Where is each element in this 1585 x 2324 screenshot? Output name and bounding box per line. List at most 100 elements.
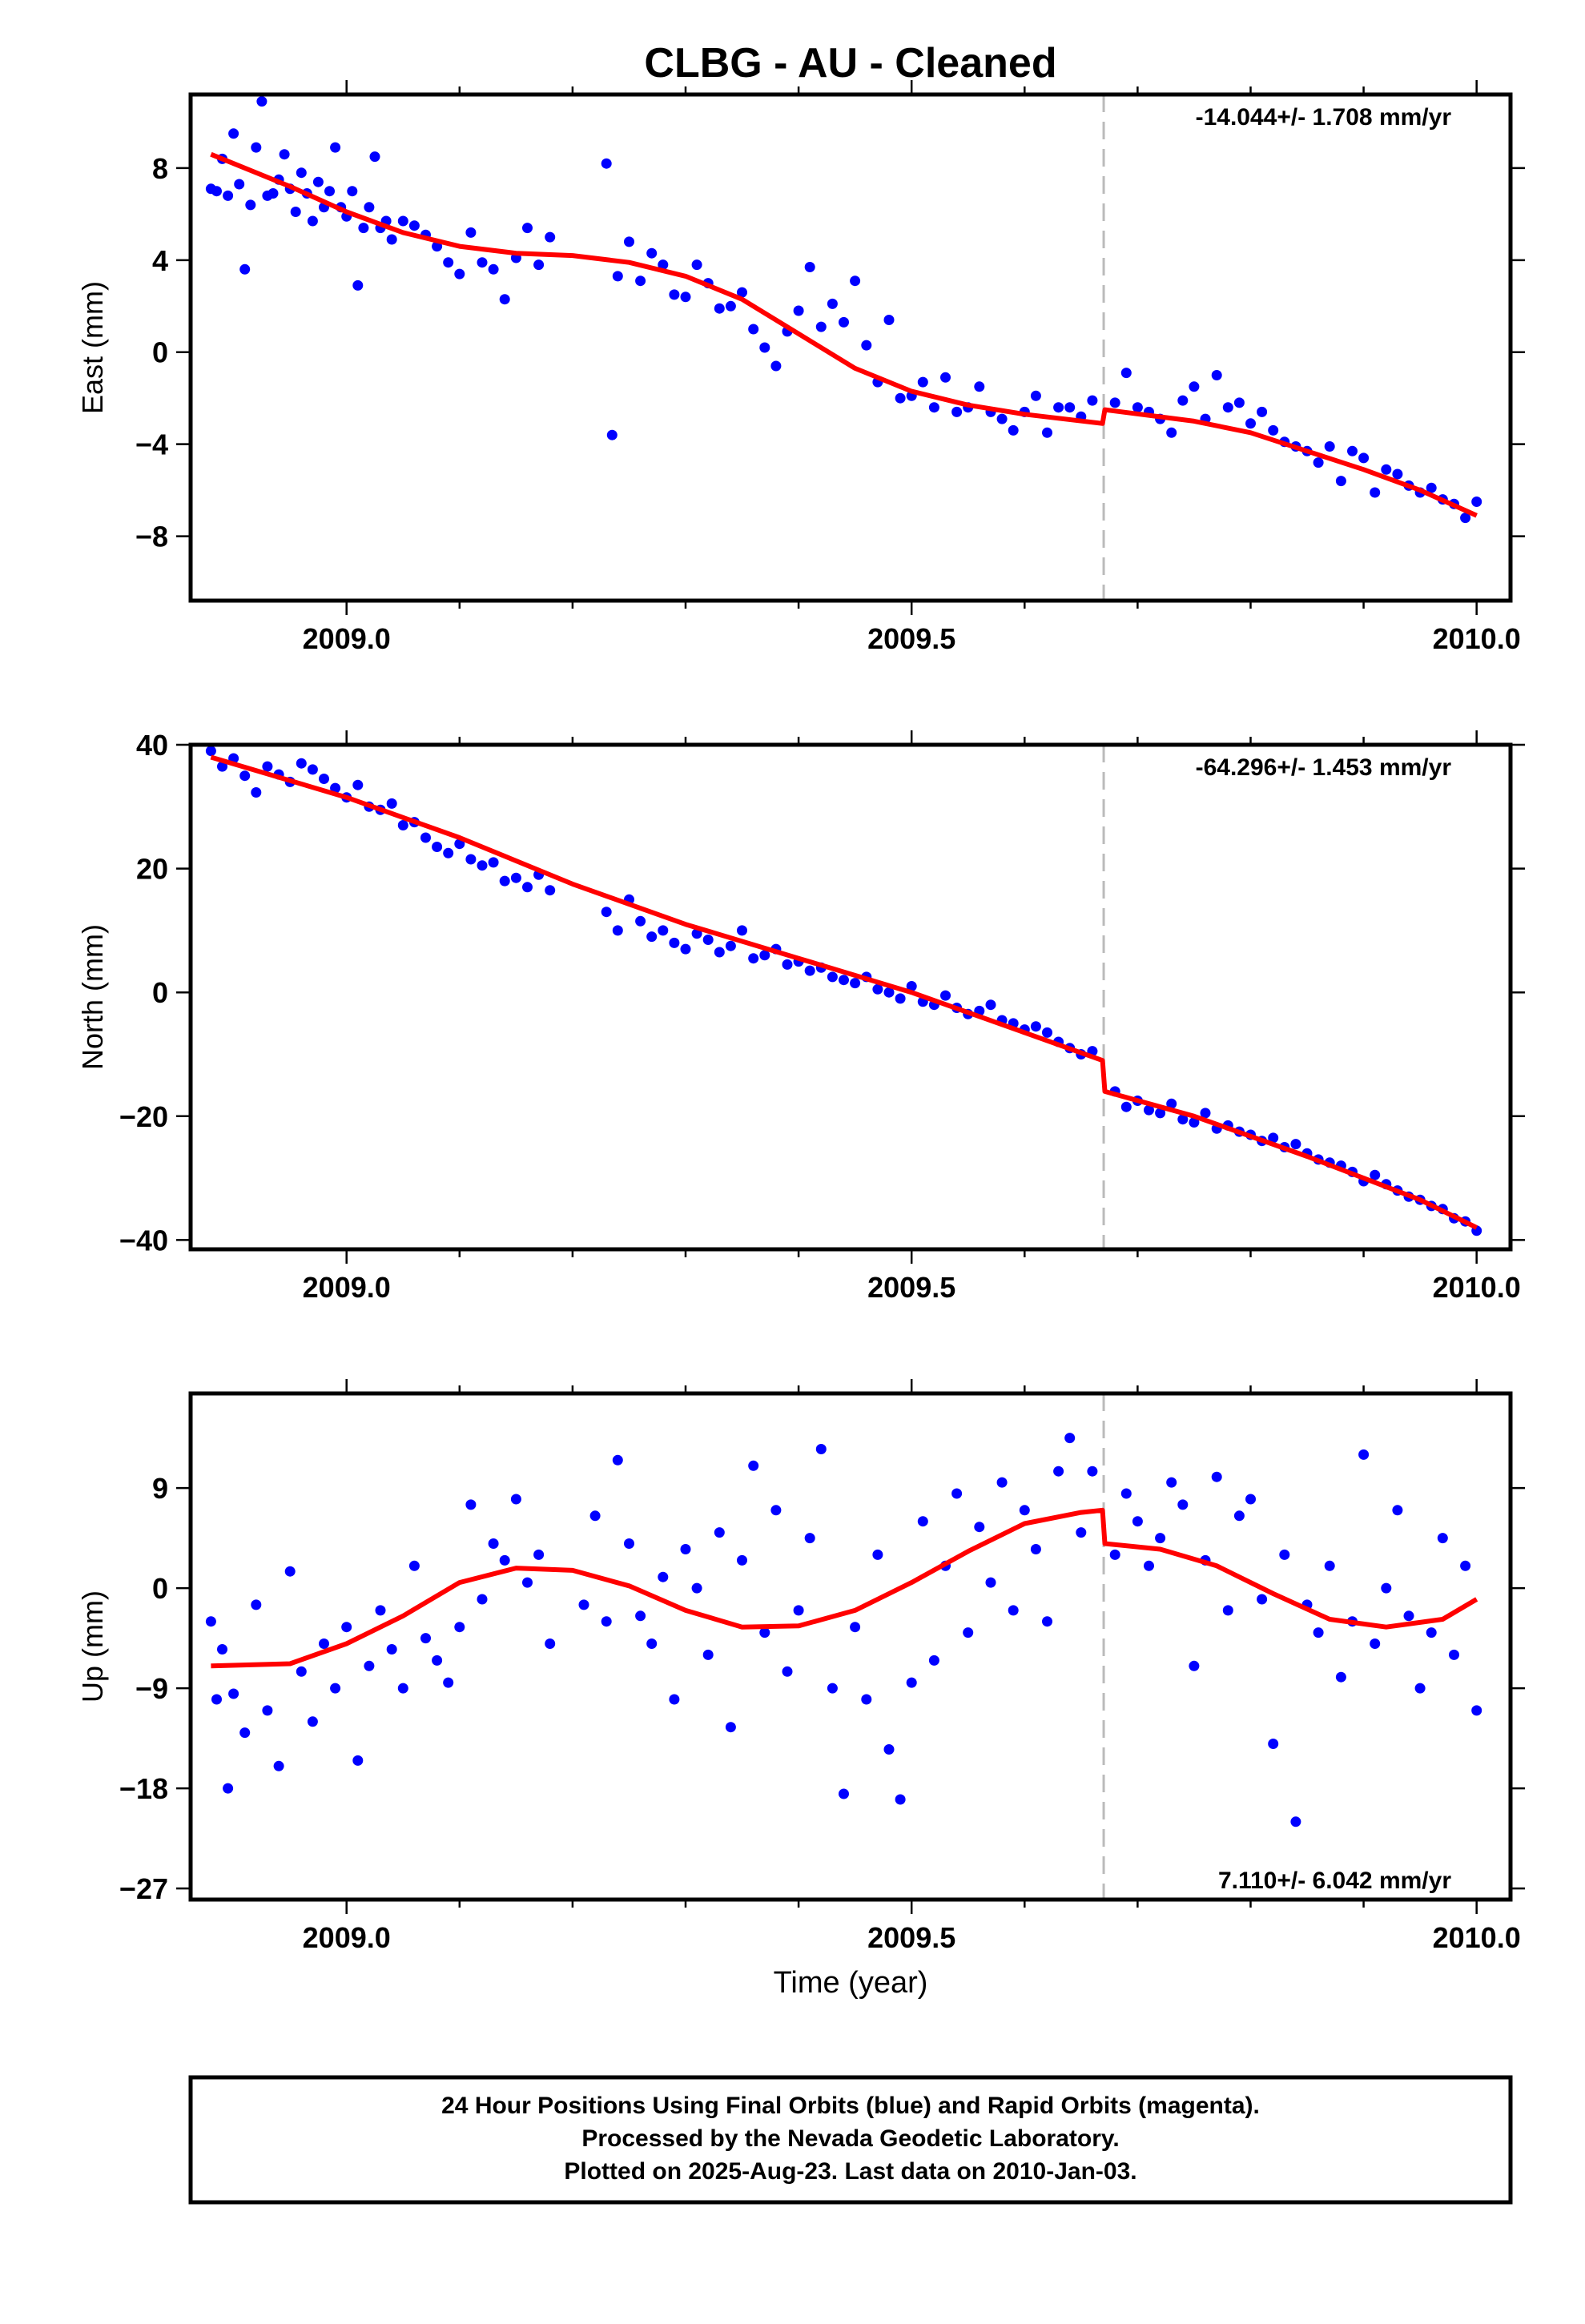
north-point xyxy=(319,774,329,784)
up-point xyxy=(658,1571,669,1582)
up-y-tick-label: −9 xyxy=(135,1672,168,1705)
east-point xyxy=(680,292,691,303)
north-point xyxy=(499,875,510,887)
east-point xyxy=(1064,402,1076,413)
up-point xyxy=(996,1477,1008,1488)
east-point xyxy=(770,360,782,372)
east-point xyxy=(748,324,759,335)
north-point xyxy=(443,847,454,858)
up-point xyxy=(375,1605,386,1616)
east-point xyxy=(1324,441,1335,452)
up-point xyxy=(883,1744,895,1755)
up-point xyxy=(1053,1466,1064,1477)
east-point xyxy=(940,372,951,383)
up-point xyxy=(1370,1638,1381,1649)
up-point xyxy=(1030,1544,1041,1554)
east-point xyxy=(951,406,963,417)
up-point xyxy=(1008,1605,1019,1616)
east-point xyxy=(996,413,1008,424)
east-point xyxy=(1268,424,1279,436)
up-point xyxy=(1290,1816,1301,1827)
up-point xyxy=(1019,1505,1030,1516)
east-point xyxy=(488,263,499,275)
up-point xyxy=(205,1616,216,1627)
east-point xyxy=(1358,452,1370,464)
up-point xyxy=(917,1516,928,1527)
north-point xyxy=(1370,1169,1381,1180)
north-point xyxy=(827,971,838,983)
north-point xyxy=(251,787,262,798)
east-point xyxy=(1426,482,1437,493)
east-point xyxy=(1177,395,1189,406)
east-point xyxy=(324,186,335,197)
north-point xyxy=(702,935,714,945)
north-point xyxy=(658,925,669,936)
up-x-tick-label: 2009.0 xyxy=(303,1921,391,1954)
footer-box xyxy=(188,2075,1513,2205)
east-point xyxy=(312,176,324,187)
east-model-line xyxy=(210,151,1478,518)
east-point xyxy=(793,305,804,316)
east-point xyxy=(364,202,375,213)
up-point xyxy=(1392,1505,1403,1516)
up-point xyxy=(296,1666,307,1677)
north-x-tick-label: 2009.0 xyxy=(303,1271,391,1304)
up-point xyxy=(839,1788,849,1799)
north-point xyxy=(1144,1104,1154,1116)
north-point xyxy=(397,820,408,830)
east-point xyxy=(279,149,290,160)
up-point xyxy=(262,1705,273,1716)
east-y-tick-label: 8 xyxy=(152,152,168,185)
east-point xyxy=(974,381,985,392)
east-point xyxy=(239,263,251,275)
up-point xyxy=(330,1683,341,1694)
north-y-tick-label: −40 xyxy=(119,1224,168,1256)
up-point xyxy=(1120,1488,1132,1499)
east-point xyxy=(1392,468,1403,480)
up-point xyxy=(1381,1582,1392,1594)
north-point xyxy=(488,857,499,868)
east-point xyxy=(307,215,318,227)
up-point xyxy=(737,1554,747,1566)
east-point xyxy=(290,207,301,217)
up-point xyxy=(1426,1627,1437,1638)
up-point xyxy=(906,1677,917,1688)
up-point xyxy=(443,1677,454,1688)
east-point xyxy=(256,96,268,107)
east-point xyxy=(725,300,736,312)
up-point xyxy=(872,1549,883,1560)
east-point xyxy=(369,151,380,163)
x-axis-label: Time (year) xyxy=(774,1966,928,2000)
up-point xyxy=(1155,1533,1166,1544)
up-point xyxy=(589,1510,601,1522)
east-point xyxy=(347,186,358,197)
east-point xyxy=(839,316,849,328)
north-x-tick-label: 2010.0 xyxy=(1433,1271,1521,1304)
east-point xyxy=(251,142,262,153)
north-point xyxy=(680,943,691,955)
up-point xyxy=(1076,1527,1087,1538)
east-point xyxy=(1257,406,1268,417)
up-point xyxy=(217,1644,227,1655)
east-point xyxy=(861,340,872,351)
east-x-tick-label: 2009.5 xyxy=(867,622,955,655)
north-point xyxy=(1200,1108,1211,1119)
up-point xyxy=(1268,1739,1279,1749)
up-point xyxy=(1144,1560,1154,1571)
up-point xyxy=(1042,1616,1052,1627)
up-point xyxy=(646,1638,658,1649)
up-point xyxy=(465,1499,477,1510)
east-point xyxy=(612,271,623,282)
up-point xyxy=(307,1716,318,1727)
east-point xyxy=(883,315,895,325)
up-y-tick-label: 9 xyxy=(152,1472,168,1505)
east-point xyxy=(1008,424,1019,436)
up-point xyxy=(341,1622,352,1633)
north-point xyxy=(465,854,477,865)
north-point xyxy=(262,761,273,772)
east-point xyxy=(1233,397,1245,408)
up-point xyxy=(1189,1660,1200,1671)
east-point xyxy=(850,275,861,287)
east-point xyxy=(223,190,234,201)
